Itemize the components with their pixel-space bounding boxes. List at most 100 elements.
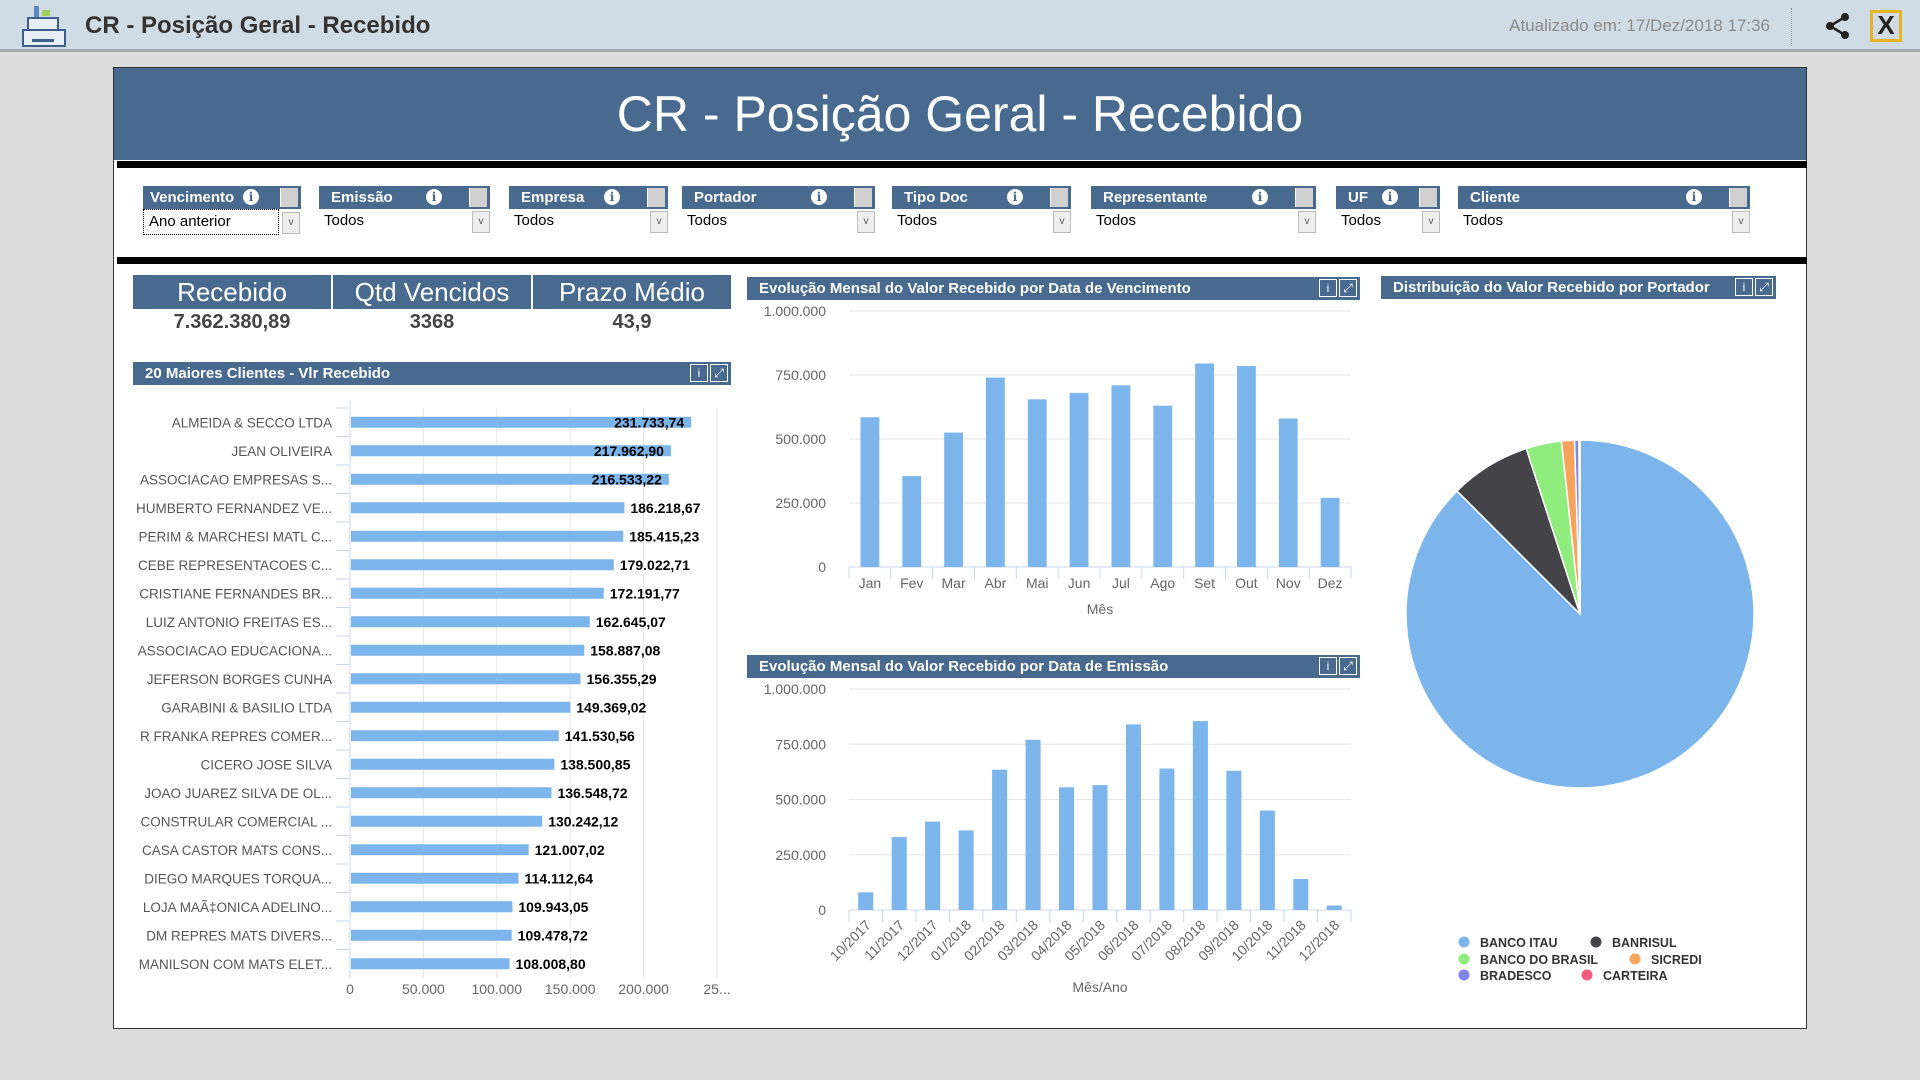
bar[interactable]	[351, 901, 513, 913]
bar[interactable]	[1092, 785, 1108, 910]
filter-toggle[interactable]	[1032, 188, 1068, 207]
bar[interactable]	[1195, 363, 1214, 567]
legend-item[interactable]: BANCO DO BRASIL	[1480, 953, 1598, 967]
bar[interactable]	[1278, 418, 1298, 567]
bar[interactable]	[351, 758, 555, 770]
bar[interactable]	[351, 844, 529, 856]
expand-icon[interactable]: ⤢	[1339, 279, 1357, 297]
bar[interactable]	[1069, 392, 1089, 567]
filter-toggle[interactable]	[451, 188, 487, 207]
filter-select[interactable]: Todos v	[682, 209, 875, 235]
bar[interactable]	[992, 769, 1008, 910]
bar[interactable]	[958, 830, 974, 910]
bar[interactable]	[1293, 879, 1309, 910]
filter-toggle[interactable]	[1277, 188, 1313, 207]
bar[interactable]	[944, 432, 963, 567]
info-icon[interactable]: i	[1686, 189, 1702, 205]
bar[interactable]	[860, 417, 880, 567]
filter-select[interactable]: Todos v	[509, 209, 668, 235]
bar[interactable]	[1125, 724, 1141, 910]
bar[interactable]	[925, 821, 941, 910]
filter-toggle[interactable]	[1401, 188, 1437, 207]
bar[interactable]	[351, 815, 543, 827]
info-icon[interactable]: i	[1735, 278, 1753, 296]
info-icon[interactable]: i	[811, 189, 827, 205]
bar[interactable]	[351, 445, 671, 457]
info-icon[interactable]: i	[243, 189, 259, 205]
legend-item[interactable]: BANRISUL	[1612, 936, 1677, 950]
legend-item[interactable]: BRADESCO	[1480, 969, 1552, 983]
bar[interactable]	[1159, 768, 1175, 910]
filter-toggle[interactable]	[262, 188, 298, 207]
info-icon[interactable]: i	[690, 364, 708, 382]
pie-slice[interactable]	[1578, 439, 1581, 615]
chevron-down-icon[interactable]: v	[282, 212, 300, 234]
legend-item[interactable]: BANCO ITAU	[1480, 936, 1558, 950]
filter-select[interactable]: Ano anterior v	[143, 209, 300, 235]
bar[interactable]	[1259, 810, 1275, 910]
info-icon[interactable]: i	[426, 189, 442, 205]
expand-icon[interactable]: ⤢	[1339, 657, 1357, 675]
info-icon[interactable]: i	[1007, 189, 1023, 205]
bar[interactable]	[1027, 399, 1047, 567]
legend-item[interactable]: CARTEIRA	[1603, 969, 1668, 983]
chevron-down-icon[interactable]: v	[1422, 211, 1440, 233]
bar[interactable]	[351, 644, 585, 656]
legend-marker[interactable]	[1458, 953, 1470, 965]
chevron-down-icon[interactable]: v	[650, 211, 668, 233]
bar[interactable]	[351, 701, 571, 713]
bar[interactable]	[351, 787, 552, 799]
chevron-down-icon[interactable]: v	[472, 211, 490, 233]
bar[interactable]	[351, 502, 625, 514]
bar[interactable]	[1226, 770, 1242, 910]
bar[interactable]	[1192, 721, 1208, 910]
chevron-down-icon[interactable]: v	[1298, 211, 1316, 233]
bar[interactable]	[1237, 366, 1256, 567]
info-icon[interactable]: i	[1319, 657, 1337, 675]
legend-item[interactable]: SICREDI	[1651, 953, 1702, 967]
bar[interactable]	[1326, 905, 1342, 910]
legend-marker[interactable]	[1458, 969, 1470, 981]
bar[interactable]	[1153, 405, 1173, 567]
legend-marker[interactable]	[1458, 936, 1470, 948]
info-icon[interactable]: i	[1252, 189, 1268, 205]
bar[interactable]	[351, 872, 519, 884]
chevron-down-icon[interactable]: v	[1732, 211, 1750, 233]
filter-select[interactable]: Todos v	[892, 209, 1071, 235]
bar[interactable]	[986, 377, 1005, 567]
filter-toggle[interactable]	[836, 188, 872, 207]
bar[interactable]	[351, 473, 669, 485]
bar[interactable]	[351, 958, 510, 970]
bar[interactable]	[351, 416, 692, 428]
close-button[interactable]: X	[1870, 10, 1902, 42]
bar[interactable]	[891, 837, 907, 910]
bar[interactable]	[351, 559, 614, 571]
info-icon[interactable]: i	[1319, 279, 1337, 297]
bar[interactable]	[351, 616, 590, 628]
expand-icon[interactable]: ⤢	[1755, 278, 1773, 296]
bar[interactable]	[858, 892, 874, 910]
bar[interactable]	[351, 730, 559, 742]
legend-marker[interactable]	[1629, 953, 1641, 965]
share-icon[interactable]	[1824, 12, 1852, 40]
bar[interactable]	[1320, 497, 1340, 567]
filter-toggle[interactable]	[629, 188, 665, 207]
info-icon[interactable]: i	[1382, 189, 1398, 205]
info-icon[interactable]: i	[604, 189, 620, 205]
expand-icon[interactable]: ⤢	[710, 364, 728, 382]
filter-select[interactable]: Todos v	[1336, 209, 1440, 235]
chevron-down-icon[interactable]: v	[1053, 211, 1071, 233]
bar[interactable]	[351, 929, 512, 941]
bar[interactable]	[351, 587, 604, 599]
bar[interactable]	[351, 673, 581, 685]
bar[interactable]	[1111, 385, 1131, 567]
bar[interactable]	[902, 476, 922, 567]
filter-toggle[interactable]	[1711, 188, 1747, 207]
filter-select[interactable]: Todos v	[1091, 209, 1316, 235]
bar[interactable]	[351, 530, 624, 542]
bar[interactable]	[1059, 787, 1075, 910]
filter-select[interactable]: Todos v	[1458, 209, 1750, 235]
legend-marker[interactable]	[1590, 936, 1602, 948]
legend-marker[interactable]	[1581, 969, 1593, 981]
chevron-down-icon[interactable]: v	[857, 211, 875, 233]
